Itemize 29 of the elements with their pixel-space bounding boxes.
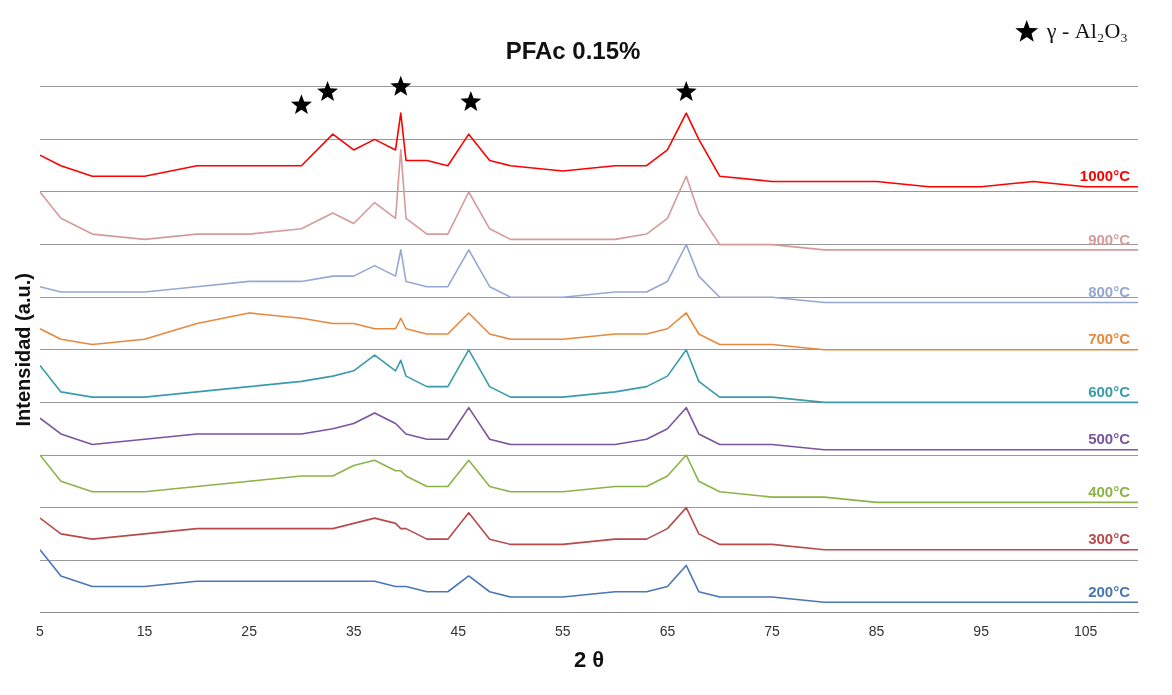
x-tick-label: 85 <box>868 623 885 640</box>
series-label: 500°C <box>1088 430 1131 448</box>
x-axis-title: 2 θ <box>573 646 605 672</box>
y-axis-title: Intensidad (a.u.) <box>11 273 34 427</box>
x-tick-label: 35 <box>345 623 362 640</box>
series-label: 1000°C <box>1079 167 1131 185</box>
x-tick-label: 55 <box>555 623 571 640</box>
x-tick-label: 95 <box>973 623 990 640</box>
legend-label: γ - Al₂O₃ <box>1045 17 1128 43</box>
series-label: 400°C <box>1088 482 1131 500</box>
point <box>290 94 312 115</box>
x-tick-label: 15 <box>136 623 153 640</box>
series-label: 900°C <box>1088 230 1131 248</box>
series-label: 800°C <box>1088 283 1131 301</box>
x-tick-label: 45 <box>450 623 467 640</box>
x-tick-label: 65 <box>659 623 676 640</box>
point <box>390 75 412 96</box>
chart-title: PFAc 0.15% <box>505 37 641 65</box>
point <box>675 81 697 101</box>
x-tick-label: 105 <box>1074 623 1098 640</box>
x-tick-label: 75 <box>764 623 780 640</box>
series-label: 200°C <box>1088 582 1131 600</box>
series-label: 600°C <box>1088 383 1131 401</box>
x-tick-label: 5 <box>36 623 45 640</box>
point <box>460 91 482 111</box>
x-tick-label: 25 <box>241 623 258 640</box>
series-label: 700°C <box>1088 330 1131 348</box>
series-label: 300°C <box>1088 530 1131 548</box>
point <box>317 81 339 101</box>
